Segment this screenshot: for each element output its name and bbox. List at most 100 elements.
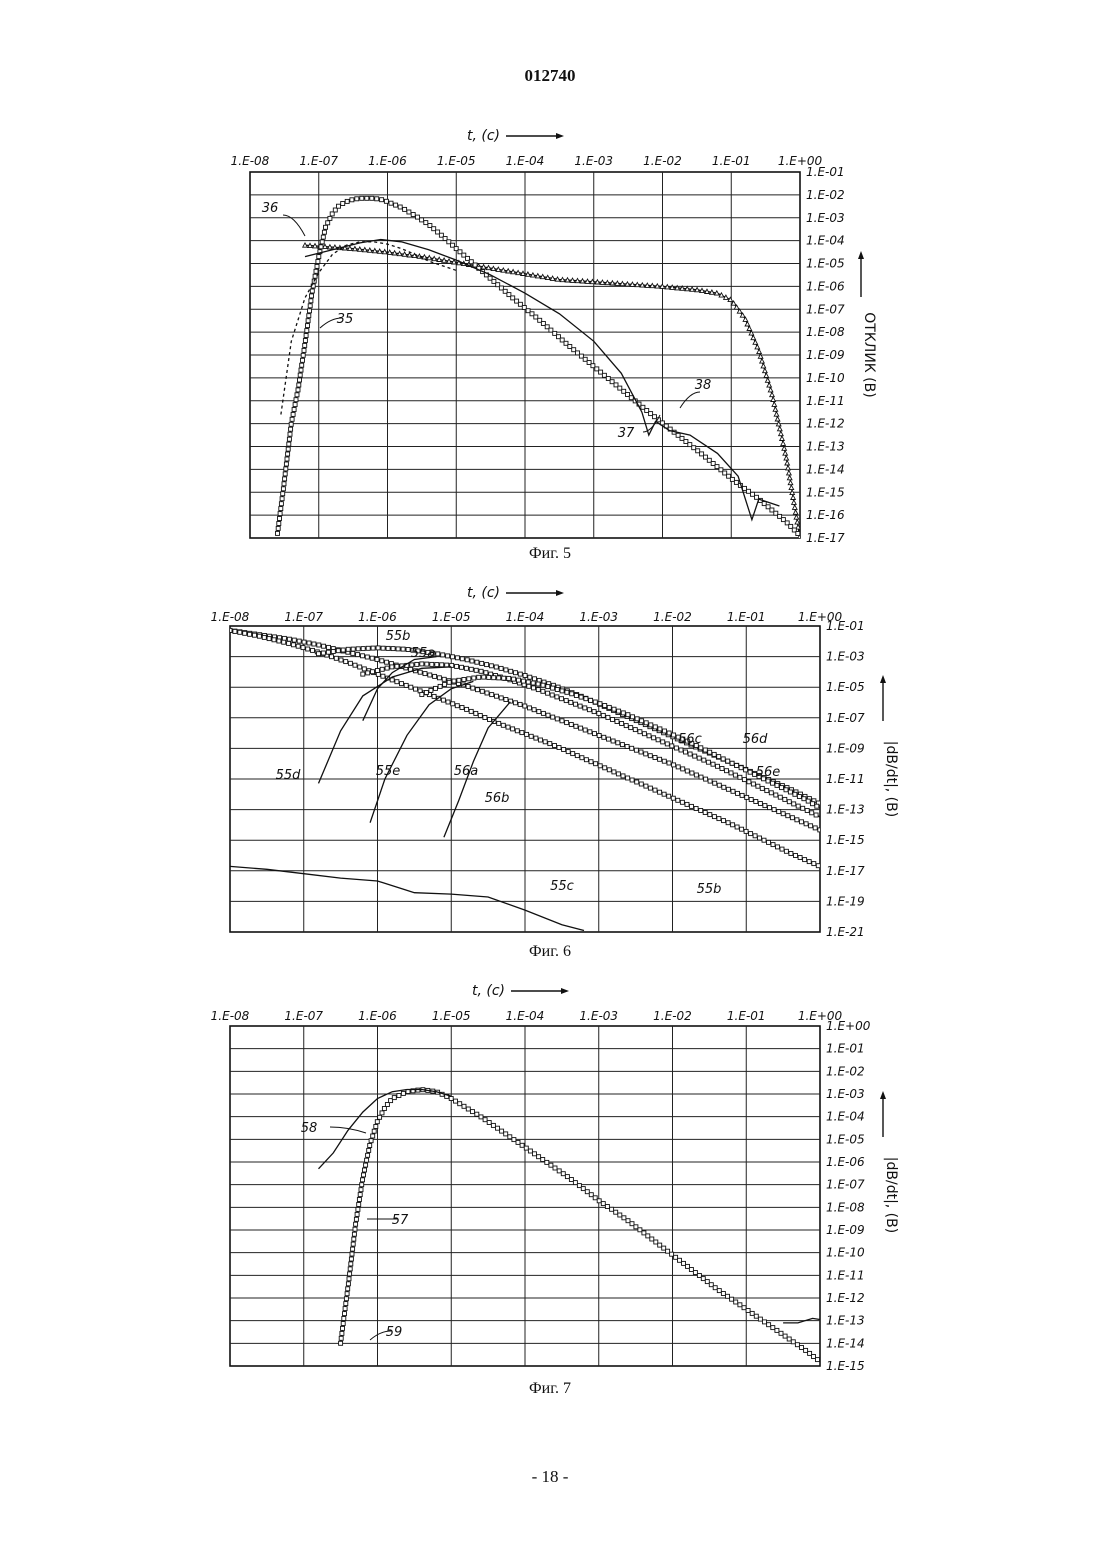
y-tick-label: 1.E+00 — [826, 1019, 871, 1033]
data-point — [812, 1355, 816, 1359]
data-point — [791, 1340, 795, 1344]
data-point — [693, 1271, 697, 1275]
data-point — [705, 1280, 709, 1284]
data-point — [634, 1225, 638, 1229]
y-tick-label: 1.E-12 — [826, 1291, 865, 1305]
y-axis-arrowhead — [880, 1091, 886, 1099]
data-point — [346, 1287, 350, 1291]
data-point — [626, 1219, 630, 1223]
data-point — [342, 1317, 346, 1321]
data-point — [682, 1261, 686, 1265]
x-tick-label: 1.E-01 — [727, 1009, 766, 1023]
data-point — [349, 1262, 353, 1266]
data-point — [630, 1222, 634, 1226]
data-point — [364, 1163, 368, 1167]
data-point — [713, 1286, 717, 1290]
data-point — [471, 1110, 475, 1114]
data-point — [458, 1102, 462, 1106]
data-point — [380, 1111, 384, 1115]
y-tick-label: 1.E-01 — [826, 1042, 865, 1056]
x-axis-arrowhead — [561, 988, 569, 994]
x-tick-label: 1.E-05 — [432, 1009, 471, 1023]
data-point — [520, 1143, 524, 1147]
data-point — [348, 1267, 352, 1271]
data-point — [787, 1337, 791, 1341]
data-point — [689, 1268, 693, 1272]
data-point — [508, 1135, 512, 1139]
data-point — [339, 1341, 343, 1345]
data-point — [356, 1207, 360, 1211]
data-point — [654, 1240, 658, 1244]
y-tick-label: 1.E-15 — [826, 1359, 865, 1373]
curve-label: 58 — [301, 1121, 318, 1136]
data-point — [344, 1297, 348, 1301]
data-point — [352, 1232, 356, 1236]
data-point — [483, 1118, 487, 1122]
data-point — [601, 1202, 605, 1206]
data-point — [339, 1336, 343, 1340]
data-point — [674, 1255, 678, 1259]
y-tick-label: 1.E-02 — [826, 1064, 865, 1078]
data-point — [597, 1199, 601, 1203]
series-line-58 — [319, 1090, 452, 1169]
data-point — [350, 1252, 354, 1256]
data-point — [589, 1193, 593, 1197]
data-point — [541, 1158, 545, 1162]
y-tick-label: 1.E-08 — [826, 1200, 865, 1214]
data-point — [475, 1112, 479, 1116]
data-point — [524, 1146, 528, 1150]
data-point — [359, 1188, 363, 1192]
data-point — [565, 1175, 569, 1179]
y-tick-label: 1.E-04 — [826, 1110, 865, 1124]
data-point — [549, 1163, 553, 1167]
data-point — [610, 1207, 614, 1211]
data-point — [795, 1343, 799, 1347]
data-point — [658, 1243, 662, 1247]
x-tick-label: 1.E-04 — [506, 1009, 545, 1023]
data-point — [363, 1168, 367, 1172]
data-point — [347, 1277, 351, 1281]
data-point — [717, 1289, 721, 1293]
x-axis-label: t, (c) — [472, 983, 505, 999]
data-point — [349, 1257, 353, 1261]
data-point — [738, 1303, 742, 1307]
data-point — [367, 1148, 371, 1152]
data-point — [622, 1216, 626, 1220]
y-tick-label: 1.E-06 — [826, 1155, 865, 1169]
data-point — [366, 1153, 370, 1157]
data-point — [466, 1107, 470, 1111]
data-point — [721, 1292, 725, 1296]
data-point — [454, 1099, 458, 1103]
data-point — [357, 1203, 361, 1207]
data-point — [365, 1158, 369, 1162]
data-point — [355, 1212, 359, 1216]
data-point — [763, 1320, 767, 1324]
data-point — [345, 1292, 349, 1296]
data-point — [449, 1097, 453, 1101]
data-point — [804, 1348, 808, 1352]
data-point — [528, 1149, 532, 1153]
curve-label: 57 — [392, 1213, 409, 1228]
figure-caption: Фиг. 7 — [529, 1380, 571, 1397]
data-point — [512, 1138, 516, 1142]
data-point — [561, 1172, 565, 1176]
data-point — [343, 1307, 347, 1311]
y-tick-label: 1.E-13 — [826, 1314, 865, 1328]
y-tick-label: 1.E-07 — [826, 1178, 865, 1192]
data-point — [734, 1300, 738, 1304]
page-number: - 18 - — [0, 1467, 1100, 1487]
y-axis-label: |dB/dt|, (B) — [883, 1157, 899, 1233]
data-point — [362, 1173, 366, 1177]
data-point — [537, 1155, 541, 1159]
data-point — [343, 1312, 347, 1316]
data-point — [573, 1181, 577, 1185]
data-point — [730, 1297, 734, 1301]
data-point — [533, 1152, 537, 1156]
data-point — [670, 1252, 674, 1256]
data-point — [352, 1237, 356, 1241]
data-point — [642, 1231, 646, 1235]
data-point — [496, 1126, 500, 1130]
data-point — [341, 1322, 345, 1326]
x-tick-label: 1.E-08 — [211, 1009, 250, 1023]
data-point — [638, 1228, 642, 1232]
